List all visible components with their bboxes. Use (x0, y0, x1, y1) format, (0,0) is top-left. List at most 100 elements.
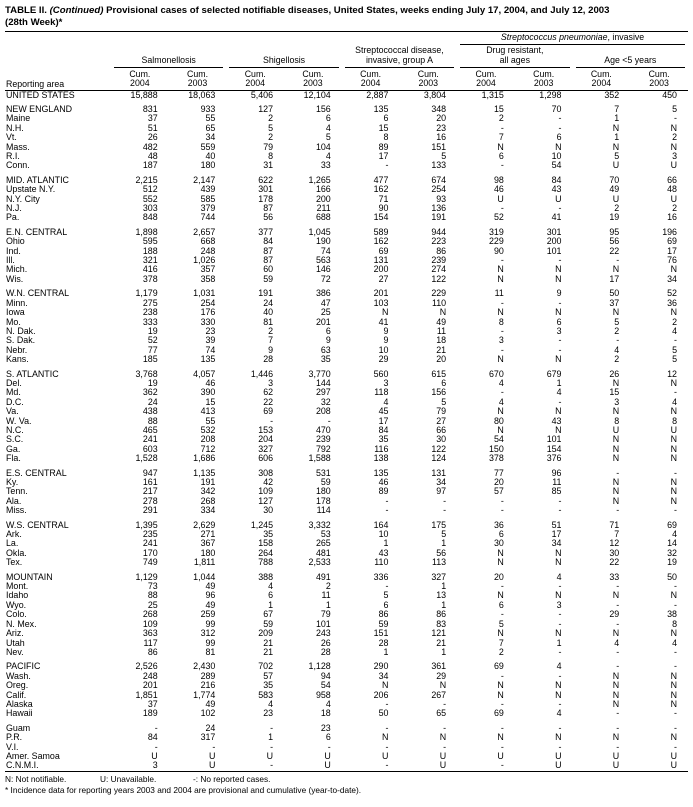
value-cell: - (674, 723, 677, 733)
value-cell: - (385, 582, 389, 592)
value-cell: N (555, 733, 562, 743)
value-cell: 330 (200, 317, 216, 327)
value-cell: 52 (147, 336, 158, 346)
value-cell: 2 (325, 582, 331, 592)
value-cell: 54 (551, 161, 562, 171)
value-cell: N (670, 671, 677, 681)
value-cell: 274 (431, 265, 447, 275)
value-cell: 189 (142, 709, 158, 719)
value-cell: 6 (268, 591, 274, 601)
value-cell: 4 (325, 699, 331, 709)
value-cell: 69 (263, 407, 274, 417)
value-cell: 265 (315, 539, 331, 549)
value-cell: 87 (263, 246, 274, 256)
value-cell: N (382, 733, 389, 743)
reporting-area-cell: N.H. (6, 123, 24, 133)
table-row: Mass. 482 559 79 104 89 151 N N N N (5, 143, 688, 152)
value-cell: 289 (200, 671, 216, 681)
value-cell: 2 (498, 647, 504, 657)
table-row: N. Dak. 19 23 2 6 9 11 - 3 2 4 (5, 327, 688, 336)
value-cell: N (497, 690, 504, 700)
value-cell: 56 (263, 213, 274, 223)
value-cell: 74 (205, 345, 216, 355)
value-cell: N (382, 681, 389, 691)
value-cell: - (500, 742, 504, 752)
reporting-area-cell: Okla. (6, 548, 27, 558)
reporting-area-cell: Mo. (6, 317, 21, 327)
value-cell: 2,147 (193, 175, 216, 185)
table-row: Amer. Samoa U U U U U U U U U U (5, 752, 688, 761)
cum-2004-strep-a: Cum. 2004 (341, 67, 400, 91)
value-cell: 67 (263, 610, 274, 620)
value-cell: 254 (431, 185, 447, 195)
value-cell: 2 (672, 133, 677, 143)
reporting-area-cell: Wyo. (6, 600, 27, 610)
value-cell: 88 (147, 591, 158, 601)
title-prefix: TABLE II. (5, 5, 50, 16)
value-cell: 4 (556, 572, 562, 582)
value-cell: 9 (556, 289, 562, 299)
value-cell: - (616, 709, 620, 719)
value-cell: 303 (142, 204, 158, 214)
value-cell: 1,045 (308, 227, 331, 237)
reporting-area-cell: MID. ATLANTIC (6, 175, 69, 185)
value-cell: 48 (667, 185, 677, 195)
value-cell: - (674, 742, 677, 752)
reporting-area-cell: W.N. CENTRAL (6, 289, 70, 299)
value-cell: 4 (672, 397, 677, 407)
value-cell: 17 (378, 152, 389, 161)
value-cell: - (500, 761, 504, 771)
value-cell: - (270, 742, 274, 752)
value-cell: 57 (263, 671, 274, 681)
table-row: Mo. 333 330 81 201 41 49 8 6 5 2 (5, 318, 688, 327)
table-body: UNITED STATES 15,888 18,063 5,406 12,104 2,88… (5, 90, 688, 771)
value-cell: 41 (551, 213, 562, 223)
cum-2004-salmonellosis: Cum. 2004 (111, 67, 169, 91)
value-cell: 22 (609, 558, 620, 568)
value-cell: N (612, 265, 620, 275)
reporting-area-cell: E.S. CENTRAL (6, 468, 67, 478)
reporting-area-cell: Guam (6, 723, 31, 733)
cum-2004-drug-resistant: Cum. 2004 (457, 67, 515, 91)
value-cell: 15,888 (130, 90, 158, 100)
value-cell: 93 (436, 194, 447, 204)
value-cell: 43 (378, 548, 389, 558)
value-cell: N (555, 407, 562, 417)
value-cell: 367 (200, 539, 216, 549)
value-cell: N (497, 425, 504, 435)
reporting-area-cell: NEW ENGLAND (6, 104, 73, 114)
value-cell: 229 (431, 289, 447, 299)
title-continued: (Continued) (49, 5, 104, 16)
value-cell: 831 (142, 104, 158, 114)
value-cell: 615 (431, 369, 447, 379)
value-cell: N (612, 681, 620, 691)
table-row: P.R. 84 317 1 6 N N N N N N (5, 733, 688, 742)
table-row: Wash. 248 289 57 94 34 29 - - N N (5, 672, 688, 681)
value-cell: 5 (614, 317, 620, 327)
value-cell: 1,129 (135, 572, 158, 582)
value-cell: 297 (315, 388, 331, 398)
value-cell: N (555, 558, 562, 568)
value-cell: 48 (147, 152, 158, 161)
value-cell: 59 (263, 619, 274, 629)
value-cell: 47 (320, 298, 331, 308)
reporting-area-cell: Utah (6, 638, 25, 648)
value-cell: 73 (147, 582, 158, 592)
value-cell: 5 (498, 619, 504, 629)
value-cell: 29 (378, 355, 389, 365)
value-cell: U (612, 425, 620, 435)
value-cell: 1 (268, 733, 274, 743)
value-cell: 2 (268, 133, 274, 143)
value-cell: 19 (147, 326, 158, 336)
cum-2003-drug-resistant: Cum. 2003 (514, 67, 573, 91)
value-cell: U (555, 194, 562, 204)
value-cell: 135 (200, 355, 216, 365)
value-cell: N (497, 142, 504, 152)
value-cell: 1 (556, 638, 562, 648)
value-cell: 9 (383, 326, 389, 336)
value-cell: 54 (320, 681, 331, 691)
value-cell: 1,179 (135, 289, 158, 299)
value-cell: 34 (551, 539, 562, 549)
value-cell: 301 (258, 185, 274, 195)
value-cell: - (674, 336, 677, 346)
